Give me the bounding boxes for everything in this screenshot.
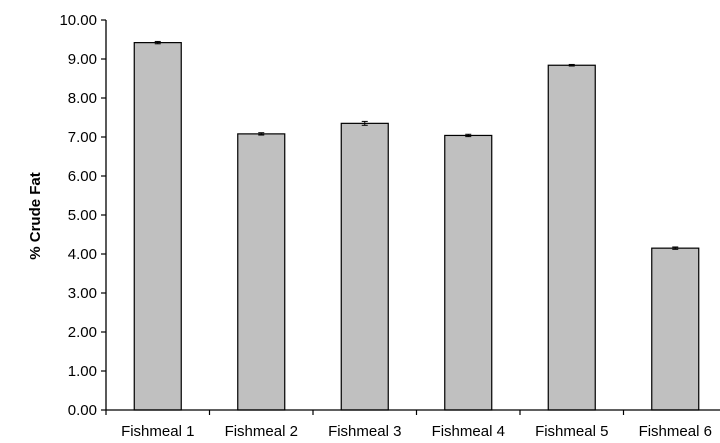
y-tick-label: 1.00 [68,363,97,380]
bars [133,40,700,411]
y-tick-label: 5.00 [68,207,97,224]
bar-1 [133,42,182,411]
y-axis-title: % Crude Fat [27,172,44,260]
x-category-label: Fishmeal 1 [121,423,194,440]
y-tick-label: 7.00 [68,129,97,146]
bar-2 [237,133,286,411]
y-axis-ticks: 0.00 1.00 2.00 3.00 4.00 5.00 6.00 7.00 8.00 9.00… [59,12,106,419]
x-category-label: Fishmeal 5 [535,423,608,440]
error-bar-3 [361,120,368,126]
y-tick-label: 8.00 [68,90,97,107]
x-category-label: Fishmeal 6 [639,423,712,440]
x-axis-ticks: Fishmeal 1 Fishmeal 2 Fishmeal 3 Fishmeal 4… [105,410,712,440]
y-tick-label: 2.00 [68,324,97,341]
error-bar-5 [568,63,575,67]
y-tick-label: 4.00 [68,246,97,263]
x-category-label: Fishmeal 4 [432,423,505,440]
error-bar-4 [465,133,472,138]
y-tick-label: 3.00 [68,285,97,302]
error-bar-1 [154,40,161,45]
x-category-label: Fishmeal 2 [225,423,298,440]
y-tick-label: 9.00 [68,51,97,68]
y-tick-label: 0.00 [68,402,97,419]
bar-6 [651,247,700,411]
error-bar-2 [258,132,265,136]
bar-3 [340,122,389,411]
y-tick-label: 6.00 [68,168,97,185]
x-category-label: Fishmeal 3 [328,423,401,440]
error-bar-6 [672,246,679,250]
y-tick-label: 10.00 [59,12,97,29]
bar-5 [547,64,596,411]
bar-4 [444,134,493,411]
